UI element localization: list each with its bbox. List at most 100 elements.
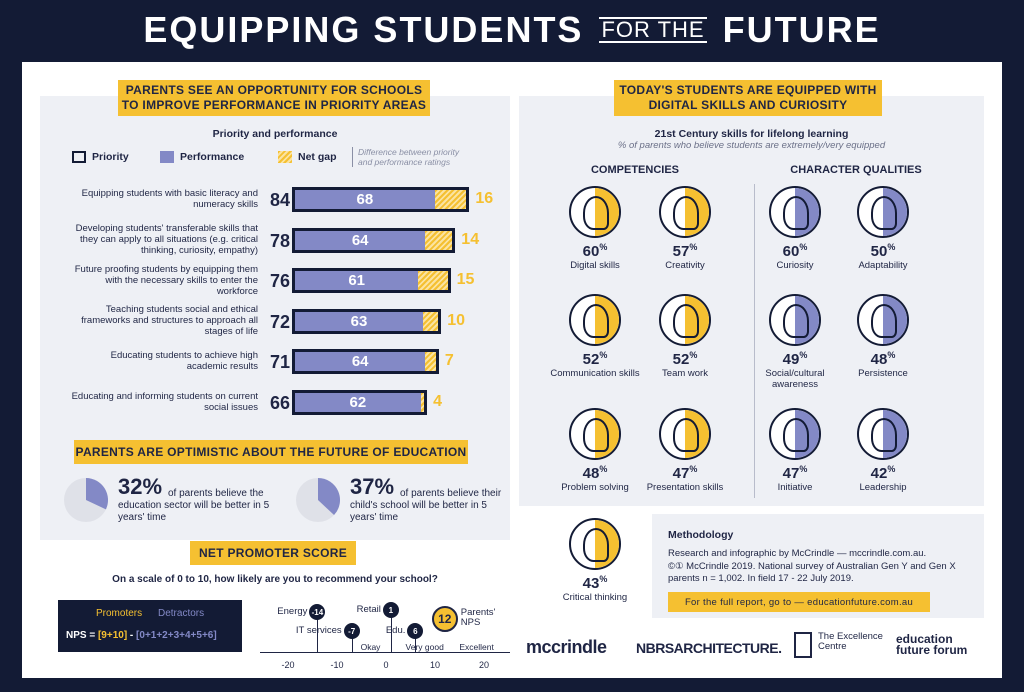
nps-marker-stem [317, 612, 319, 652]
gap-bar [434, 190, 467, 209]
optimism-panel [40, 452, 510, 540]
skill-icon [769, 294, 821, 346]
skill-label: Social/cultural awareness [765, 368, 825, 390]
skill-percent: 42% [843, 464, 923, 482]
nps-promoters-label: Promoters [96, 608, 143, 619]
optimism-pie-1 [64, 478, 109, 522]
percent-sign: % [599, 350, 608, 360]
priority-value: 78 [269, 230, 290, 251]
nps-marker: 1 [382, 602, 399, 618]
skill-label: Digital skills [570, 260, 620, 271]
excellence-centre-logo-box [794, 632, 812, 658]
skill-icon [569, 294, 621, 346]
skill-percent-value: 57 [672, 243, 690, 260]
gap-bar [418, 271, 448, 290]
nps-axis [260, 652, 510, 653]
priority-row-label: Developing students' transferable skills… [75, 223, 258, 256]
nps-zone-label: Okay [360, 642, 381, 652]
skill-percent: 52% [555, 350, 635, 368]
skill-percent-value: 60 [582, 243, 600, 260]
nps-banner: NET PROMOTER SCORE [190, 541, 356, 565]
skill-label: Team work [662, 368, 708, 379]
nps-marker: -14 [309, 604, 326, 620]
skill-percent-value: 52 [672, 351, 690, 368]
legend-gap-label: Net gap [298, 151, 337, 163]
head-icon [673, 418, 699, 452]
nps-tick-label: 10 [429, 660, 440, 670]
percent-sign: % [599, 574, 608, 584]
nps-marker-label: IT services [295, 625, 342, 636]
skills-subnote: % of parents who believe students are ex… [617, 140, 886, 151]
nps-formula-box: Promoters Detractors NPS = [9+10] - [0+1… [58, 600, 242, 652]
nps-formula: NPS = [9+10] - [0+1+2+3+4+5+6] [66, 630, 217, 641]
head-icon [871, 304, 897, 338]
skill-icon [569, 518, 621, 570]
nps-tick-label: -10 [330, 660, 344, 670]
skill-percent-value: 50 [870, 243, 888, 260]
gap-bar [425, 352, 436, 371]
legend-gap: Net gap [278, 151, 337, 163]
head-icon [783, 418, 809, 452]
skill-icon [569, 408, 621, 460]
skill-percent-value: 47 [782, 465, 800, 482]
head-icon [583, 528, 609, 562]
skill-percent-value: 49 [782, 351, 800, 368]
priority-bar: 62 [292, 389, 428, 415]
skill-icon [659, 408, 711, 460]
header: EQUIPPING STUDENTS FOR THE FUTURE [0, 0, 1024, 60]
skill-label: Presentation skills [646, 482, 724, 493]
title-part1: EQUIPPING STUDENTS [143, 9, 584, 50]
head-icon [871, 418, 897, 452]
education-future-forum-logo: education future forum [896, 632, 968, 657]
priority-value: 76 [269, 271, 290, 291]
head-icon [783, 196, 809, 230]
nps-formula-d: [0+1+2+3+4+5+6] [136, 630, 217, 641]
skill-percent: 49% [755, 350, 835, 368]
head-icon [673, 196, 699, 230]
skill-label: Critical thinking [562, 592, 628, 603]
nps-formula-b: [9+10] [97, 630, 128, 641]
skill-percent-value: 43 [582, 575, 600, 592]
nps-detractors-label: Detractors [158, 608, 205, 619]
nps-marker: -7 [343, 623, 360, 639]
pie-2-slice [318, 478, 341, 516]
infographic-card: PARENTS SEE AN OPPORTUNITY FOR SCHOOLS T… [22, 62, 1002, 678]
skill-icon [659, 186, 711, 238]
nps-marker-parents: 12 [431, 606, 458, 632]
skill-icon [569, 186, 621, 238]
legend-priority: Priority [72, 151, 129, 163]
methodology-line1: Research and infographic by McCrindle — … [668, 548, 927, 559]
priority-row: Developing students' transferable skills… [40, 223, 510, 257]
nps-zone-label: Excellent [459, 642, 494, 652]
skill-percent-value: 47 [672, 465, 690, 482]
percent-sign: % [887, 242, 896, 252]
skill-icon [857, 408, 909, 460]
priority-row-label: Educating students to achieve high acade… [110, 350, 258, 372]
priority-row: Future proofing students by equipping th… [40, 263, 510, 297]
skill-percent-value: 42 [870, 465, 888, 482]
percent-sign: % [887, 464, 896, 474]
skill-percent-value: 52 [582, 351, 600, 368]
full-report-link[interactable]: For the full report, go to — educationfu… [668, 592, 930, 612]
gap-value: 15 [456, 271, 475, 288]
nps-marker-stem [351, 631, 353, 652]
legend-priority-label: Priority [92, 151, 129, 163]
performance-bar: 64 [295, 352, 426, 371]
nps-tick-label: 20 [478, 660, 489, 670]
priority-row-label: Educating and informing students on curr… [71, 390, 258, 413]
optimism-2-pct: 37% [350, 474, 395, 499]
character-heading: CHARACTER QUALITIES [790, 164, 922, 176]
skill-percent: 48% [555, 464, 635, 482]
competencies-heading: COMPETENCIES [590, 164, 679, 176]
priority-banner: PARENTS SEE AN OPPORTUNITY FOR SCHOOLS T… [118, 80, 430, 116]
percent-sign: % [599, 464, 608, 474]
optimism-pie-2 [296, 478, 341, 522]
priority-row: Educating and informing students on curr… [40, 385, 510, 419]
methodology-line2: ©① McCrindle 2019. National survey of Au… [668, 561, 956, 584]
skill-percent: 47% [645, 464, 725, 482]
priority-value: 71 [269, 352, 290, 372]
priority-row: Educating students to achieve high acade… [40, 344, 510, 378]
priority-bar: 63 [292, 308, 442, 334]
head-icon [583, 304, 609, 338]
excellence-centre-logo: The Excellence Centre [818, 631, 883, 652]
